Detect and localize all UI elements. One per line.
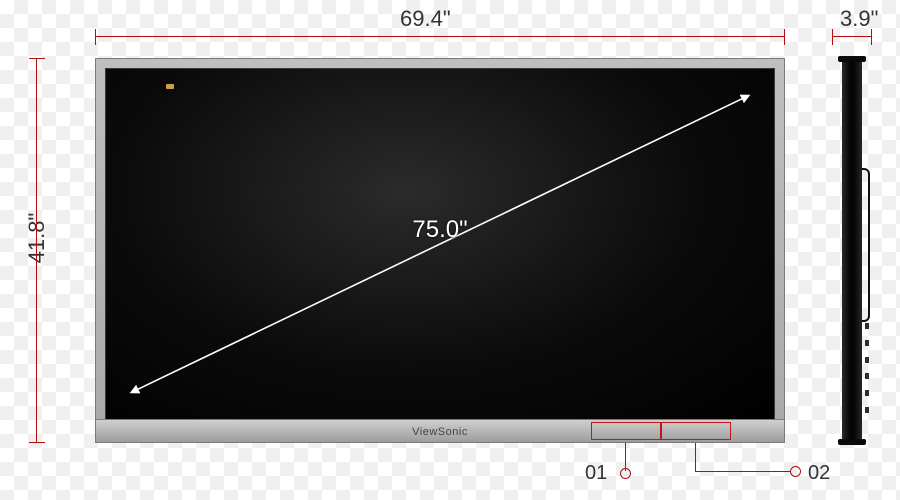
- side-cap-bottom: [838, 439, 866, 445]
- side-body: [842, 58, 862, 443]
- height-dimension-ruler: [36, 58, 47, 443]
- callout-01-label: 01: [585, 462, 607, 485]
- callout-box-01: [591, 422, 661, 440]
- diagonal-arrow-icon: [106, 69, 774, 419]
- callout-01-leader: [625, 443, 626, 471]
- diagonal-dimension-label: 75.0": [412, 216, 467, 244]
- monitor-front-view: 75.0" ViewSonic: [95, 58, 785, 443]
- width-dimension-ruler: [95, 36, 785, 47]
- callout-01-dot-icon: [620, 468, 631, 479]
- callout-box-02: [661, 422, 731, 440]
- monitor-screen: 75.0": [105, 68, 775, 420]
- depth-dimension-ruler: [832, 36, 872, 37]
- callout-02-leader-vertical: [695, 443, 696, 471]
- side-ports-icon: [865, 323, 869, 413]
- side-handle-icon: [862, 168, 870, 322]
- width-dimension-label: 69.4": [400, 6, 451, 32]
- side-cap-top: [838, 56, 866, 62]
- callout-02-leader-horizontal: [695, 471, 790, 472]
- depth-dimension-label: 3.9": [840, 6, 878, 32]
- brand-label: ViewSonic: [412, 426, 468, 438]
- callout-02-label: 02: [808, 462, 830, 485]
- monitor-side-view: [832, 58, 872, 443]
- callout-02-dot-icon: [790, 466, 801, 477]
- diagram-canvas: 69.4" 3.9" 41.8": [0, 0, 900, 500]
